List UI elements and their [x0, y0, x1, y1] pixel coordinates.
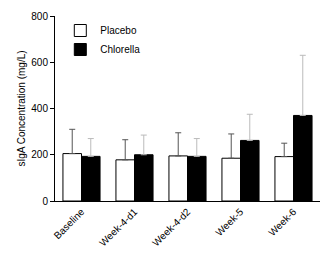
svg-text:0: 0	[42, 196, 48, 207]
svg-text:Placebo: Placebo	[100, 25, 137, 36]
svg-text:Chlorella: Chlorella	[100, 44, 140, 55]
svg-text:Week-4-d2: Week-4-d2	[150, 206, 193, 249]
svg-text:400: 400	[31, 103, 48, 114]
svg-text:200: 200	[31, 149, 48, 160]
svg-text:600: 600	[31, 57, 48, 68]
svg-text:Week-4-d1: Week-4-d1	[97, 206, 140, 249]
svg-text:sIgA Concentration (mg/L): sIgA Concentration (mg/L)	[16, 50, 27, 166]
svg-text:Baseline: Baseline	[52, 206, 87, 241]
svg-text:Week-6: Week-6	[266, 206, 298, 238]
svg-text:Week-5: Week-5	[213, 206, 245, 238]
svg-text:800: 800	[31, 11, 48, 22]
